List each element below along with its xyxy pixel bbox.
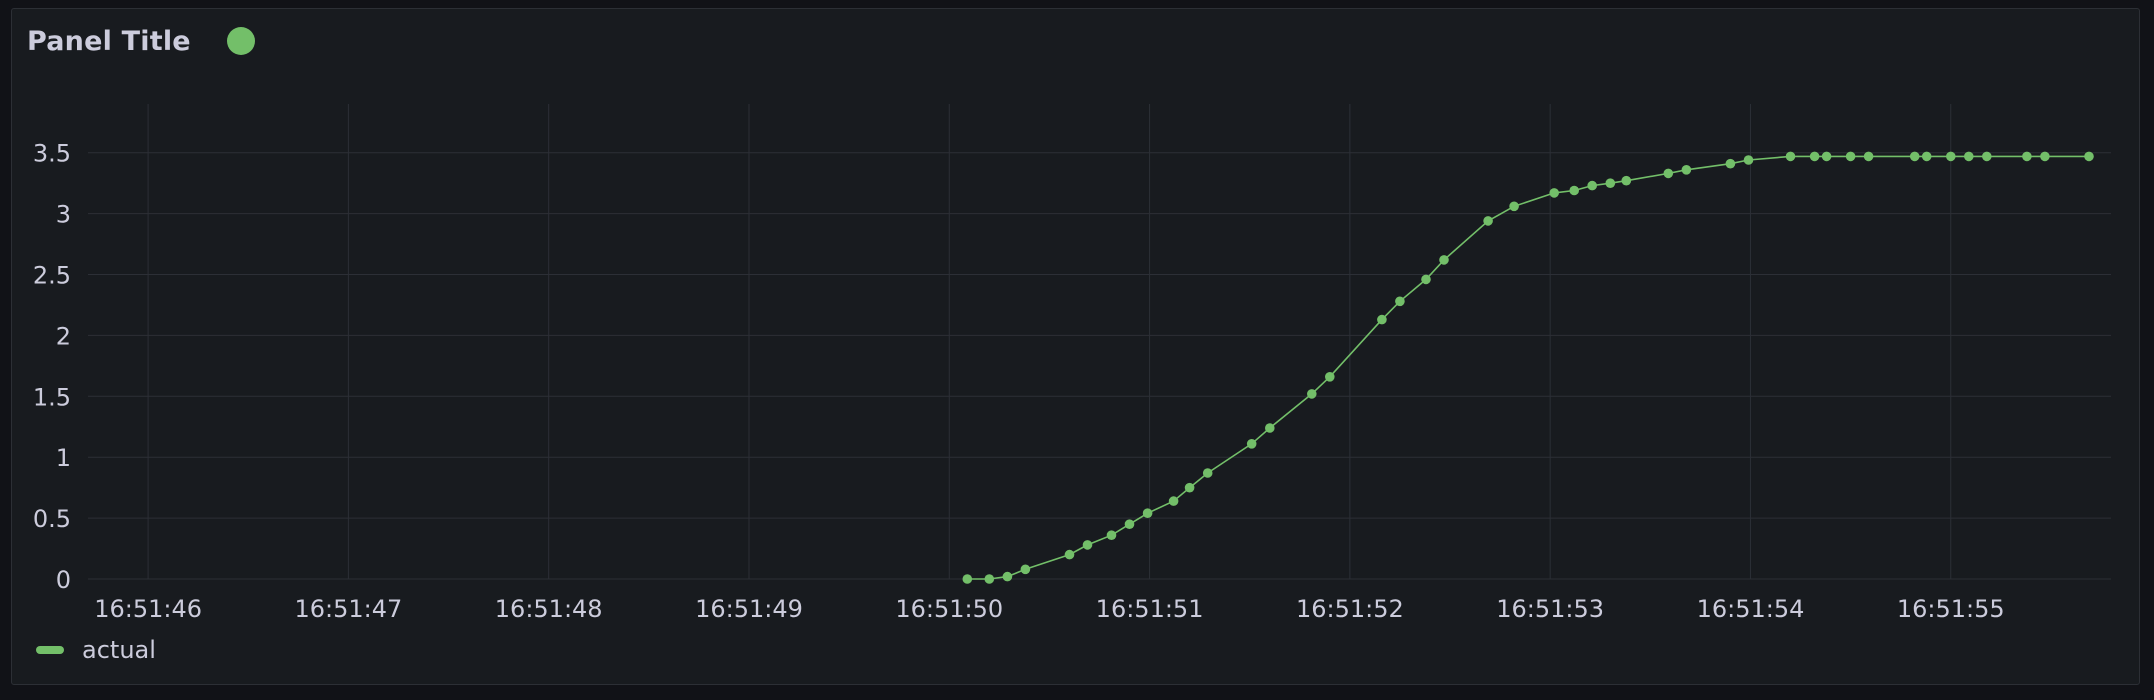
status-dot-icon: [226, 27, 255, 55]
legend-item-actual[interactable]: actual: [82, 636, 156, 664]
data-point: [1082, 540, 1093, 550]
data-point: [1785, 151, 1796, 162]
x-tick-label: 16:51:52: [1296, 595, 1404, 623]
data-point: [1845, 151, 1856, 162]
x-tick-label: 16:51:51: [1096, 595, 1204, 623]
data-point: [1377, 314, 1387, 325]
data-point: [1587, 180, 1597, 191]
data-point: [1946, 151, 1956, 162]
x-tick-label: 16:51:47: [294, 595, 402, 623]
x-tick-label: 16:51:46: [94, 595, 202, 623]
y-tick-label: 0: [56, 566, 71, 594]
data-point: [1964, 151, 1974, 162]
data-point: [1246, 439, 1257, 449]
series-line-actual: [967, 155, 2089, 580]
data-point: [1439, 255, 1449, 265]
x-tick-label: 16:51:49: [695, 595, 803, 623]
data-point: [1307, 389, 1317, 399]
data-point: [1921, 151, 1932, 162]
data-point: [1743, 155, 1754, 165]
data-point: [1809, 151, 1820, 162]
x-tick-label: 16:51:48: [495, 595, 603, 623]
x-tick-label: 16:51:54: [1697, 595, 1805, 623]
legend-swatch-icon: [36, 646, 64, 654]
data-point: [1064, 549, 1075, 560]
y-tick-label: 1: [56, 444, 71, 472]
y-tick-label: 3.5: [33, 140, 71, 168]
data-point: [1325, 372, 1335, 382]
data-point: [962, 574, 973, 584]
data-point: [1421, 274, 1431, 285]
data-point: [1569, 185, 1579, 196]
x-tick-label: 16:51:50: [895, 595, 1003, 623]
data-point: [1621, 175, 1632, 186]
data-point: [1663, 168, 1674, 179]
legend: actual: [36, 636, 156, 664]
data-point: [1202, 468, 1213, 478]
data-point: [1265, 423, 1275, 433]
y-tick-label: 2.5: [33, 262, 71, 290]
chart-panel: [11, 8, 2140, 685]
data-point: [1184, 482, 1195, 493]
y-tick-label: 0.5: [33, 505, 71, 533]
data-point: [1509, 201, 1519, 212]
data-point: [1483, 216, 1493, 226]
data-point: [1863, 151, 1874, 162]
y-tick-label: 3: [56, 201, 71, 229]
x-tick-label: 16:51:55: [1897, 595, 2005, 623]
data-point: [1605, 178, 1616, 188]
data-point: [1002, 571, 1013, 582]
data-point: [1395, 296, 1405, 307]
data-point: [1106, 530, 1117, 540]
data-point: [1725, 158, 1736, 169]
data-point: [1982, 151, 1992, 162]
data-point: [2084, 151, 2094, 162]
panel-title[interactable]: Panel Title: [27, 25, 191, 57]
data-point: [1142, 508, 1153, 518]
data-point: [1549, 188, 1559, 198]
data-point: [1909, 151, 1920, 162]
data-point: [2040, 151, 2050, 162]
data-point: [984, 574, 995, 584]
data-point: [1681, 165, 1692, 175]
data-point: [1124, 519, 1135, 529]
data-point: [1168, 496, 1179, 506]
y-tick-label: 1.5: [33, 383, 71, 411]
data-point: [2022, 151, 2032, 162]
x-tick-label: 16:51:53: [1496, 595, 1604, 623]
panel-header: Panel Title: [27, 18, 255, 64]
data-point: [1821, 151, 1832, 162]
data-point: [1020, 564, 1031, 575]
y-tick-label: 2: [56, 322, 71, 350]
